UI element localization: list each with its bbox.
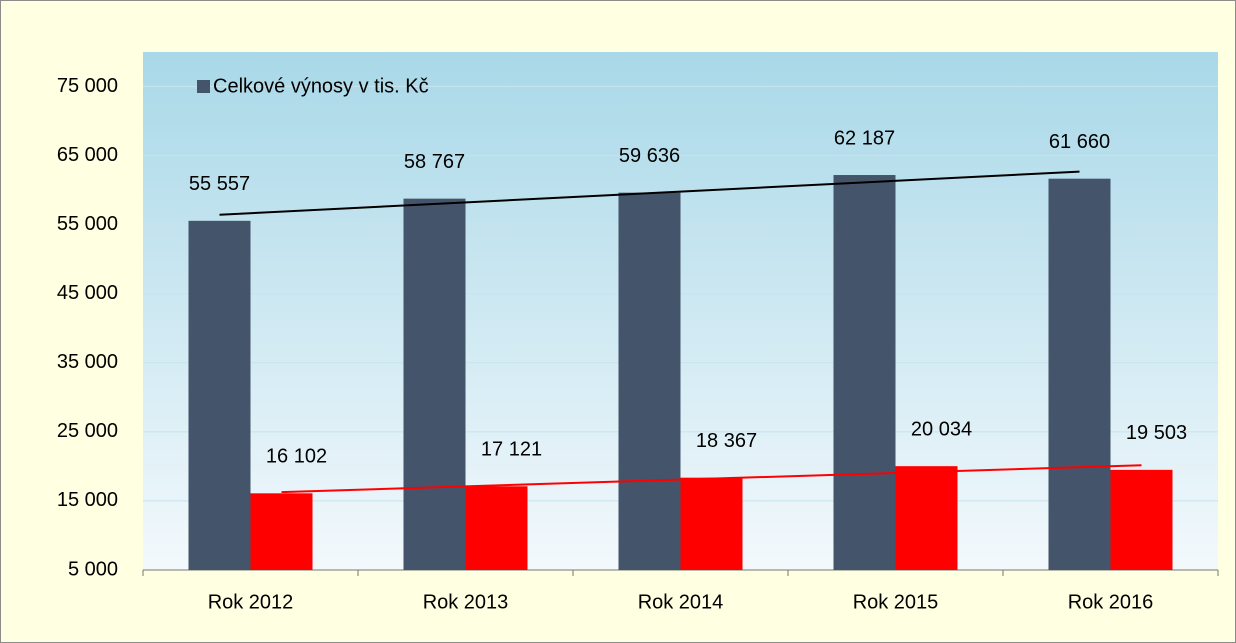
bar xyxy=(1110,469,1173,570)
y-tick-label: 15 000 xyxy=(57,489,118,511)
bar xyxy=(403,198,466,571)
bar xyxy=(1048,178,1111,570)
x-tick-label: Rok 2012 xyxy=(208,591,294,613)
x-tick-label: Rok 2014 xyxy=(638,591,724,613)
data-label: 18 367 xyxy=(696,430,757,452)
data-label: 17 121 xyxy=(481,439,542,461)
x-tick-label: Rok 2016 xyxy=(1068,591,1154,613)
data-label: 58 767 xyxy=(404,151,465,173)
data-label: 59 636 xyxy=(619,145,680,167)
data-label: 16 102 xyxy=(266,446,327,468)
bar xyxy=(250,493,313,570)
data-label: 55 557 xyxy=(189,173,250,195)
y-tick-label: 25 000 xyxy=(57,420,118,442)
y-tick-label: 45 000 xyxy=(57,282,118,304)
bar xyxy=(465,486,528,570)
data-label: 61 660 xyxy=(1049,131,1110,153)
y-tick-label: 5 000 xyxy=(68,558,118,580)
bar xyxy=(833,175,896,571)
bar xyxy=(188,220,251,571)
y-tick-label: 55 000 xyxy=(57,213,118,235)
data-label: 62 187 xyxy=(834,127,895,149)
y-tick-label: 65 000 xyxy=(57,144,118,166)
data-label: 19 503 xyxy=(1126,422,1187,444)
x-tick-label: Rok 2015 xyxy=(853,591,939,613)
bar xyxy=(680,477,743,570)
bar xyxy=(895,466,958,570)
trendline xyxy=(281,464,1142,494)
legend-swatch xyxy=(197,80,210,93)
legend-label: Celkové výnosy v tis. Kč xyxy=(213,75,429,97)
trendline xyxy=(219,170,1080,216)
x-tick-label: Rok 2013 xyxy=(423,591,509,613)
y-tick-label: 75 000 xyxy=(57,75,118,97)
y-tick-label: 35 000 xyxy=(57,351,118,373)
data-label: 20 034 xyxy=(911,418,972,440)
bar xyxy=(618,192,681,571)
